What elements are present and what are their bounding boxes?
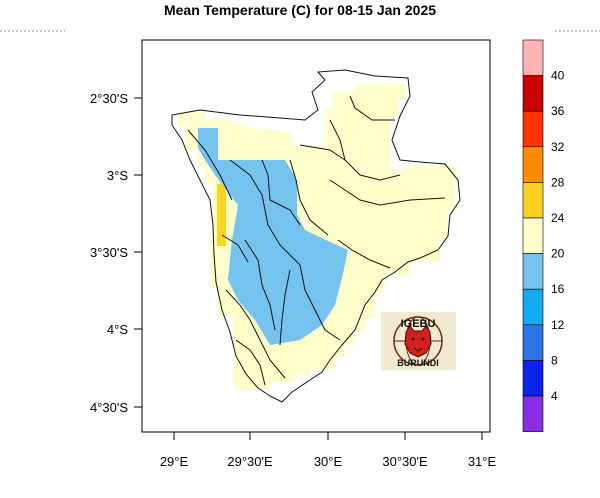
colorbar-swatch — [522, 324, 544, 361]
logo-top-text: IGEBU — [401, 318, 436, 330]
colorbar-swatch — [522, 75, 544, 112]
colorbar-label: 36 — [551, 104, 565, 118]
colorbar: 40 36 32 28 24 20 16 12 8 4 — [522, 39, 565, 432]
colorbar-swatch — [522, 217, 544, 254]
colorbar-label: 16 — [551, 282, 565, 296]
country-boundary — [171, 69, 461, 403]
x-axis-labels: 29°E 29°30'E 30°E 30°30'E 31°E — [160, 454, 497, 469]
colorbar-swatch — [522, 146, 544, 183]
colorbar-swatch — [522, 360, 544, 397]
colorbar-label: 4 — [551, 389, 558, 403]
igebu-logo: IGEBU BURUNDI — [381, 312, 456, 370]
colorbar-label: 28 — [551, 175, 565, 189]
map-title: Mean Temperature (C) for 08-15 Jan 2025 — [163, 2, 437, 18]
x-tick-label: 29°30'E — [227, 454, 273, 469]
x-tick-label: 30°30'E — [382, 454, 428, 469]
y-tick-label: 3°30'S — [90, 245, 128, 260]
colorbar-label: 8 — [551, 353, 558, 367]
y-tick-label: 4°S — [107, 322, 128, 337]
colorbar-swatch — [522, 39, 544, 76]
colorbar-label: 24 — [551, 211, 565, 225]
x-tick-label: 31°E — [468, 454, 497, 469]
y-axis-labels: 2°30'S 3°S 3°30'S 4°S 4°30'S — [90, 91, 128, 415]
colorbar-label: 40 — [551, 69, 565, 83]
colorbar-swatch — [522, 253, 544, 290]
colorbar-label: 32 — [551, 140, 565, 154]
colorbar-swatch — [522, 395, 544, 432]
x-tick-label: 30°E — [314, 454, 343, 469]
colorbar-swatch — [522, 110, 544, 148]
temperature-field — [178, 84, 455, 390]
colorbar-swatch — [522, 288, 544, 326]
band-24-28 — [217, 184, 226, 246]
y-tick-label: 4°30'S — [90, 400, 128, 415]
colorbar-swatch — [522, 182, 544, 219]
y-tick-label: 2°30'S — [90, 91, 128, 106]
colorbar-label: 20 — [551, 247, 565, 261]
band-16-20 — [198, 128, 348, 345]
colorbar-label: 12 — [551, 318, 565, 332]
y-tick-label: 3°S — [107, 168, 128, 183]
axis-ticks — [134, 97, 483, 440]
logo-bottom-text: BURUNDI — [397, 358, 439, 368]
leopard-icon — [404, 325, 432, 358]
x-tick-label: 29°E — [160, 454, 189, 469]
burundi-outline — [171, 69, 461, 403]
